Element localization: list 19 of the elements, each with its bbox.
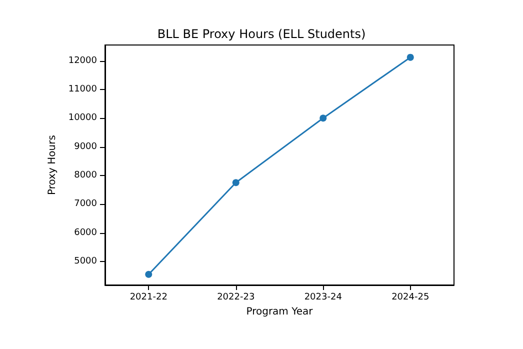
- y-tick-label: 6000: [74, 228, 98, 238]
- y-tick-label: 11000: [68, 84, 98, 94]
- x-tick-label: 2024-25: [392, 292, 430, 302]
- y-tick-label: 10000: [68, 113, 98, 124]
- point: [320, 114, 327, 122]
- y-tick-label: 8000: [74, 170, 98, 180]
- chart-title: BLL BE Proxy Hours (ELL Students): [157, 27, 366, 41]
- point: [145, 270, 152, 278]
- point: [406, 54, 414, 61]
- y-tick-label: 7000: [74, 199, 98, 210]
- x-tick-label: 2022-23: [217, 292, 255, 302]
- point: [232, 179, 240, 186]
- y-tick-label: 12000: [68, 56, 98, 66]
- y-tick-label: 5000: [74, 256, 98, 266]
- x-tick-label: 2021-22: [130, 292, 168, 302]
- y-tick-label: 9000: [74, 142, 98, 152]
- x-tick-label: 2023-24: [304, 292, 342, 302]
- y-axis-title: Proxy Hours: [46, 135, 58, 195]
- x-axis-title: Program Year: [246, 306, 314, 318]
